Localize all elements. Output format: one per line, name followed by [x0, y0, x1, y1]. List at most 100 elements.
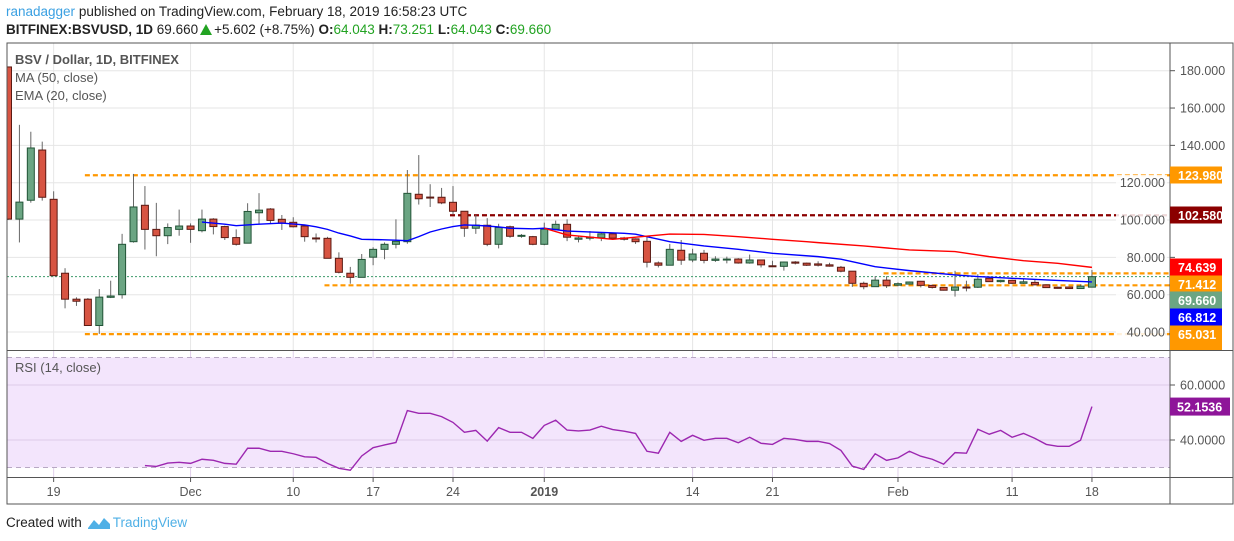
candle-down	[220, 226, 229, 239]
chart-title: BSV / Dollar, 1D, BITFINEX	[15, 52, 179, 67]
candle-down	[448, 201, 457, 212]
time-tick-label: 10	[286, 485, 300, 499]
rsi-axis: 60.0000 40.0000 52.1536	[1170, 379, 1230, 448]
candle-down	[1008, 279, 1017, 284]
candle-down	[1053, 286, 1062, 289]
candle-down	[506, 226, 515, 237]
level-label-71: 71.412	[1178, 278, 1216, 292]
candle-up	[369, 248, 378, 258]
time-axis: 19 Dec 10 17 24 2019 14 21 Feb 11 18	[47, 477, 1099, 499]
candle-up	[255, 209, 264, 214]
rsi-line	[144, 406, 1093, 472]
candle-up	[197, 218, 206, 232]
tradingview-brand[interactable]: TradingView	[112, 515, 188, 530]
publish-text: published on TradingView.com, February 1…	[75, 4, 468, 19]
candle-up	[711, 258, 720, 261]
time-tick-label: 17	[366, 485, 380, 499]
candle-up	[951, 286, 960, 291]
footer: Created with TradingView	[6, 515, 187, 531]
open-value: 64.043	[333, 22, 375, 37]
candle-down	[642, 240, 651, 263]
publish-info: ranadagger published on TradingView.com,…	[6, 4, 467, 20]
candle-down	[825, 264, 834, 267]
candle-down	[757, 259, 766, 266]
time-tick-label: Dec	[179, 485, 201, 499]
last-price: 69.660	[156, 22, 199, 37]
level-label-123: 123.980	[1178, 169, 1223, 183]
ema-value-label-box	[1170, 308, 1222, 326]
rsi-value-box	[1170, 397, 1230, 416]
candle-up	[357, 258, 366, 278]
candle-down	[962, 286, 971, 289]
candle-down	[768, 265, 777, 268]
rsi-band	[7, 357, 1170, 468]
price-tick-label: 60.000	[1127, 288, 1165, 302]
price-tick-label: 100.000	[1120, 214, 1165, 228]
candle-up	[517, 234, 526, 237]
ma-legend[interactable]: MA (50, close)	[15, 70, 99, 85]
candle-up	[665, 248, 674, 266]
candle-down	[346, 272, 355, 278]
time-tick-label: 24	[446, 485, 460, 499]
ema-legend[interactable]: EMA (20, close)	[15, 88, 107, 103]
candle-down	[985, 277, 994, 283]
rsi-value-label: 52.1536	[1177, 401, 1222, 415]
open-label: O:	[318, 22, 334, 37]
price-tick-label: 120.000	[1120, 176, 1165, 190]
price-tick-label: 40.000	[1127, 326, 1165, 340]
low-label: L:	[437, 22, 451, 37]
level-label-71-box	[1170, 275, 1222, 293]
time-tick-label: 11	[1006, 485, 1019, 499]
candle-down	[49, 198, 58, 277]
candle-down	[186, 225, 195, 230]
close-label: C:	[495, 22, 510, 37]
high-value: 73.251	[392, 22, 435, 37]
last-price-label: 69.660	[1178, 294, 1216, 308]
candle-down	[859, 282, 868, 288]
candle-down	[232, 237, 241, 245]
level-label-123-box	[1170, 166, 1222, 184]
rsi-tick-label: 40.0000	[1180, 434, 1225, 448]
candle-down	[882, 279, 891, 287]
symbol-info: BITFINEX:BSVUSD, 1D 69.660 +5.602 (+8.75%…	[6, 22, 551, 38]
candle-down	[1030, 281, 1039, 286]
candle-up	[973, 278, 982, 288]
symbol-label: BITFINEX:BSVUSD, 1D	[6, 22, 154, 37]
candle-down	[608, 233, 617, 239]
author-link[interactable]: ranadagger	[6, 4, 76, 19]
price-tick-label: 140.000	[1180, 139, 1225, 153]
last-price-label-box	[1170, 291, 1222, 309]
candle-up	[175, 225, 184, 230]
candle-down	[734, 258, 743, 264]
candle-up	[163, 227, 172, 237]
indicator-lines	[201, 221, 1093, 283]
rsi-legend[interactable]: RSI (14, close)	[15, 360, 101, 375]
candle-up	[391, 240, 400, 245]
candle-down	[152, 228, 161, 237]
candle-up	[403, 192, 412, 243]
ema-value-label: 66.812	[1178, 311, 1216, 325]
candle-down	[483, 224, 492, 245]
candle-up	[745, 259, 754, 264]
price-tick-label-backing	[1116, 286, 1167, 303]
candle-down	[528, 236, 537, 245]
time-tick-label: 21	[766, 485, 780, 499]
ma-value-label-box	[1170, 258, 1222, 276]
created-with-text: Created with	[6, 515, 82, 530]
candle-down	[38, 149, 47, 198]
frame-border	[6, 42, 1234, 505]
candle-down	[916, 280, 925, 286]
triangle-up-icon	[200, 24, 213, 35]
candle-up	[905, 281, 914, 285]
candle-down	[72, 298, 81, 302]
candle-down	[83, 298, 92, 327]
candle-down	[654, 262, 663, 266]
time-tick-label: 18	[1085, 485, 1099, 499]
candle-up	[688, 253, 697, 261]
candle-up	[779, 261, 788, 267]
candles	[7, 66, 1096, 334]
ma-value-label: 74.639	[1178, 261, 1216, 275]
candle-down	[426, 196, 435, 199]
high-label: H:	[378, 22, 393, 37]
